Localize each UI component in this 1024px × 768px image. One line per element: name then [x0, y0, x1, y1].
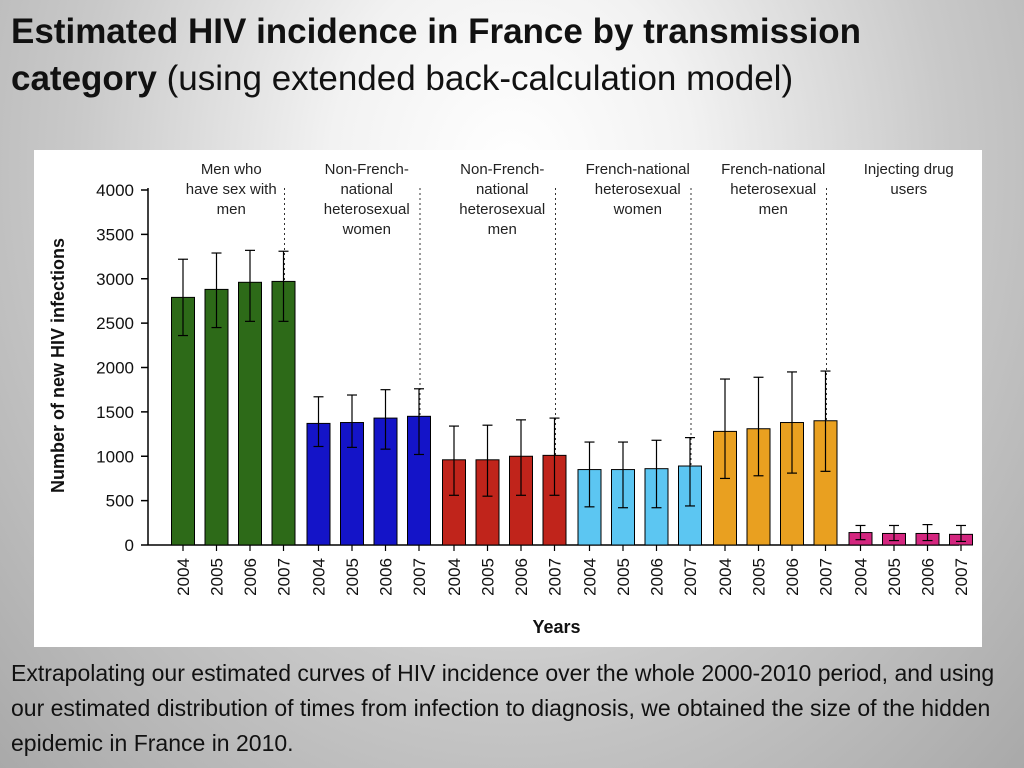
x-tick-label: 2007: [546, 558, 565, 596]
y-tick-label: 1500: [96, 403, 134, 422]
x-tick-label: 2007: [410, 558, 429, 596]
group-label: national: [340, 181, 393, 198]
group-label: men: [217, 201, 246, 218]
slide-title-subtitle: (using extended back-calculation model): [166, 59, 794, 98]
x-tick-label: 2005: [479, 558, 498, 596]
x-tick-label: 2007: [681, 558, 700, 596]
bar-chart: 0 500 1000 1500 2000 2500 3000 3500 4000 Number o…: [48, 161, 973, 637]
group-label: heterosexual: [459, 201, 545, 218]
x-tick-label: 2005: [208, 558, 227, 596]
x-tick-label: 2006: [919, 558, 938, 596]
y-axis-title: Number of new HIV infections: [48, 238, 68, 493]
group-label: French-national: [586, 161, 690, 178]
x-tick-label: 2007: [817, 558, 836, 596]
y-tick-label: 3500: [96, 225, 134, 244]
y-tick-label: 4000: [96, 181, 134, 200]
group-label: heterosexual: [595, 181, 681, 198]
x-tick-label: 2005: [614, 558, 633, 596]
x-axis-title: Years: [532, 617, 580, 637]
x-tick-label: 2006: [512, 558, 531, 596]
group-label: French-national: [721, 161, 825, 178]
group-label: Men who: [201, 161, 262, 178]
x-tick-label: 2006: [377, 558, 396, 596]
group-label: heterosexual: [730, 181, 816, 198]
x-tick-label: 2005: [885, 558, 904, 596]
group-label: national: [476, 181, 529, 198]
x-tick-label: 2004: [852, 558, 871, 596]
y-tick-label: 2000: [96, 359, 134, 378]
slide-title: Estimated HIV incidence in France by tra…: [11, 8, 1011, 102]
group-label: heterosexual: [324, 201, 410, 218]
x-tick-label: 2005: [343, 558, 362, 596]
chart-panel: 0 500 1000 1500 2000 2500 3000 3500 4000 Number o…: [34, 150, 982, 647]
x-tick-label: 2007: [275, 558, 294, 596]
x-tick-label: 2005: [750, 558, 769, 596]
x-tick-label: 2004: [581, 558, 600, 596]
y-tick-label: 3000: [96, 270, 134, 289]
group-label: Injecting drug: [864, 161, 954, 178]
slide-title-bold: Estimated HIV incidence in France by tra…: [11, 12, 861, 98]
x-tick-label: 2006: [648, 558, 667, 596]
group-label: women: [342, 221, 391, 238]
x-tick-label: 2004: [174, 558, 193, 596]
y-tick-label: 500: [106, 492, 134, 511]
x-tick-label: 2004: [445, 558, 464, 596]
slide-caption: Extrapolating our estimated curves of HI…: [11, 660, 995, 756]
group-label: have sex with: [186, 181, 277, 198]
y-tick-label: 0: [125, 536, 134, 555]
y-tick-label: 1000: [96, 447, 134, 466]
group-label: men: [759, 201, 788, 218]
group-label: Non-French-: [460, 161, 544, 178]
y-tick-label: 2500: [96, 314, 134, 333]
x-tick-label: 2004: [716, 558, 735, 596]
x-tick-label: 2006: [241, 558, 260, 596]
x-tick-label: 2006: [783, 558, 802, 596]
x-tick-label: 2007: [952, 558, 971, 596]
group-label: users: [890, 181, 927, 198]
x-tick-label: 2004: [310, 558, 329, 596]
group-label: women: [613, 201, 662, 218]
group-label: men: [488, 221, 517, 238]
group-label: Non-French-: [325, 161, 409, 178]
